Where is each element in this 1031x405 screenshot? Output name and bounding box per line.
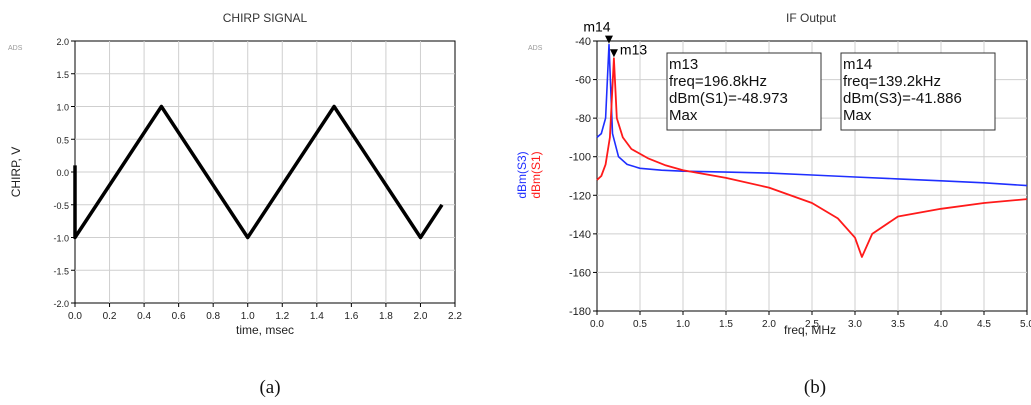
marker-box-m14-line-3: dBm(S3)=-41.886 [843, 90, 962, 107]
chart-b-series [596, 43, 1028, 258]
x-tick-label: 4.5 [977, 319, 991, 330]
chart-b-watermark: ADS [528, 45, 543, 52]
y-tick-label: -120 [569, 190, 591, 202]
chart-a-grid [75, 41, 455, 303]
x-tick-label: 2.5 [805, 319, 819, 330]
chart-b-y-axis-label-s1: dBm(S1) [529, 151, 543, 198]
x-tick-label: 2.2 [448, 311, 462, 322]
marker-box-m13-line-1: m13 [669, 56, 698, 73]
marker-box-m13-line-3: dBm(S1)=-48.973 [669, 90, 788, 107]
y-tick-label: 1.5 [56, 70, 69, 80]
marker-m14-triangle [604, 35, 613, 44]
y-tick-label: -60 [575, 75, 591, 87]
x-tick-label: 0.0 [68, 311, 82, 322]
chart-a-x-axis-label: time, msec [236, 323, 294, 337]
chirp-signal-panel: CHIRP SIGNAL ADS -2.0 -1.5 -1.0 -0.5 0.0 0.5 1… [8, 11, 462, 398]
y-tick-label: -1.0 [53, 234, 69, 244]
y-tick-label: -1.5 [53, 266, 69, 276]
chart-a-y-ticks: -2.0 -1.5 -1.0 -0.5 0.0 0.5 1.0 1.5 2.0 [53, 37, 75, 309]
marker-m13-triangle [609, 49, 618, 58]
series-line-dbm-s3- [596, 43, 1028, 187]
x-tick-label: 0.6 [172, 311, 186, 322]
chart-b-title: IF Output [786, 11, 837, 25]
chart-b-y-ticks: -180 -160 -140 -120 -100 -80 -60 -40 [569, 36, 597, 318]
x-tick-label: 1.4 [310, 311, 324, 322]
y-tick-label: 1.0 [56, 103, 69, 113]
x-tick-label: 5.0 [1020, 319, 1031, 330]
series-line-dbm-s1- [596, 57, 1028, 258]
y-tick-label: 0.0 [56, 168, 69, 178]
y-tick-label: 0.5 [56, 135, 69, 145]
if-output-panel: IF Output ADS -180 -160 -140 -120 -100 -80 -60… [515, 11, 1031, 398]
marker-box-m13: m13 freq=196.8kHz dBm(S1)=-48.973 Max [666, 52, 822, 131]
y-tick-label: -100 [569, 152, 591, 164]
x-tick-label: 0.4 [137, 311, 151, 322]
x-tick-label: 1.8 [379, 311, 393, 322]
x-tick-label: 1.6 [344, 311, 358, 322]
marker-box-m14: m14 freq=139.2kHz dBm(S3)=-41.886 Max [840, 52, 996, 131]
series-line-chirp [73, 104, 444, 240]
chart-a-x-ticks: 0.0 0.2 0.4 0.6 0.8 1.0 1.2 1.4 1.6 1.8 2.0 2.2 [68, 303, 462, 322]
x-tick-label: 0.0 [590, 319, 604, 330]
marker-box-m14-line-2: freq=139.2kHz [843, 73, 941, 90]
y-tick-label: -180 [569, 306, 591, 318]
x-tick-label: 2.0 [414, 311, 428, 322]
x-tick-label: 3.0 [848, 319, 862, 330]
x-tick-label: 2.0 [762, 319, 776, 330]
y-tick-label: -2.0 [53, 299, 69, 309]
marker-box-m13-line-2: freq=196.8kHz [669, 73, 767, 90]
chart-a-series [73, 104, 444, 240]
x-tick-label: 1.0 [676, 319, 690, 330]
marker-box-m14-line-1: m14 [843, 56, 872, 73]
chart-b-x-ticks: 0.0 0.5 1.0 1.5 2.0 2.5 3.0 3.5 4.0 4.5 5.0 [590, 311, 1031, 330]
x-tick-label: 0.2 [103, 311, 117, 322]
chart-b-caption: (b) [804, 377, 826, 398]
marker-box-m14-line-4: Max [843, 107, 872, 124]
chart-a-y-axis-label: CHIRP, V [9, 147, 23, 197]
y-tick-label: 2.0 [56, 37, 69, 47]
y-tick-label: -0.5 [53, 201, 69, 211]
marker-box-m13-line-4: Max [669, 107, 698, 124]
chart-a-title: CHIRP SIGNAL [223, 11, 308, 25]
chart-b-markers: m14 m13 [583, 19, 647, 58]
chart-b-y-axis-label-s3: dBm(S3) [515, 151, 529, 198]
y-tick-label: -40 [575, 36, 591, 48]
y-tick-label: -80 [575, 113, 591, 125]
x-tick-label: 1.5 [719, 319, 733, 330]
x-tick-label: 1.2 [275, 311, 289, 322]
chart-a-watermark: ADS [8, 45, 23, 52]
marker-m14-label: m14 [583, 19, 610, 35]
y-tick-label: -140 [569, 229, 591, 241]
chart-a-caption: (a) [259, 377, 280, 398]
y-tick-label: -160 [569, 267, 591, 279]
x-tick-label: 1.0 [241, 311, 255, 322]
chart-b-x-axis-label: freq, MHz [784, 323, 836, 337]
x-tick-label: 0.8 [206, 311, 220, 322]
x-tick-label: 4.0 [934, 319, 948, 330]
x-tick-label: 3.5 [891, 319, 905, 330]
marker-m13-label: m13 [620, 41, 647, 57]
x-tick-label: 0.5 [633, 319, 647, 330]
